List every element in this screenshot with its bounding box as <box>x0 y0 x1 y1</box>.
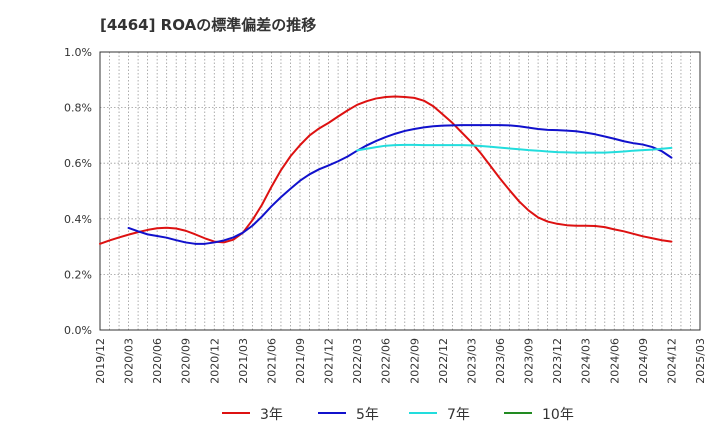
x-tick-label: 2021/12 <box>323 338 336 384</box>
series-line-7年 <box>356 143 673 154</box>
chart-title: [4464] ROAの標準偏差の推移 <box>100 16 317 34</box>
x-tick-label: 2024/06 <box>608 338 621 384</box>
x-tick-label: 2023/09 <box>523 338 536 384</box>
plot-area <box>100 52 700 330</box>
x-tick-label: 2024/09 <box>637 338 650 384</box>
y-tick-label: 0.0% <box>64 324 92 337</box>
x-tick-label: 2019/12 <box>94 338 107 384</box>
legend-swatch-3y <box>222 412 250 414</box>
axes: 0.0% 0.2% 0.4% 0.6% 0.8% 1.0% 2019/12 2020/03 20… <box>64 46 707 384</box>
x-tick-label: 2020/06 <box>151 338 164 384</box>
y-tick-label: 0.4% <box>64 213 92 226</box>
legend-swatch-5y <box>318 412 346 414</box>
plot-border <box>99 51 701 331</box>
legend-label-10y: 10年 <box>542 407 574 423</box>
series-lines <box>99 95 673 245</box>
x-tick-label: 2020/12 <box>208 338 221 384</box>
legend-swatch-7y <box>409 412 437 414</box>
x-tick-label: 2023/03 <box>465 338 478 384</box>
x-tick-label: 2023/12 <box>551 338 564 384</box>
legend-swatch-10y <box>504 412 532 414</box>
y-tick-label: 0.2% <box>64 268 92 281</box>
x-tick-label: 2022/03 <box>351 338 364 384</box>
legend-label-7y: 7年 <box>447 407 470 423</box>
series-line-5年 <box>127 124 673 245</box>
x-tick-label: 2022/09 <box>408 338 421 384</box>
series-line-3年 <box>99 95 673 245</box>
x-tick-label: 2020/09 <box>180 338 193 384</box>
y-tick-label: 0.8% <box>64 102 92 115</box>
x-tick-label: 2022/12 <box>437 338 450 384</box>
x-tick-label: 2025/03 <box>694 338 707 384</box>
grid <box>100 51 700 330</box>
x-tick-label: 2022/06 <box>380 338 393 384</box>
x-tick-label: 2021/09 <box>294 338 307 384</box>
y-tick-label: 1.0% <box>64 46 92 59</box>
legend-label-3y: 3年 <box>260 407 283 423</box>
legend-label-5y: 5年 <box>356 407 379 423</box>
x-tick-label: 2023/06 <box>494 338 507 384</box>
x-tick-label: 2021/03 <box>237 338 250 384</box>
legend: 3年 5年 7年 10年 <box>0 398 720 428</box>
y-tick-label: 0.6% <box>64 157 92 170</box>
x-tick-label: 2024/12 <box>665 338 678 384</box>
x-tick-label: 2021/06 <box>265 338 278 384</box>
x-tick-label: 2020/03 <box>123 338 136 384</box>
x-tick-label: 2024/03 <box>580 338 593 384</box>
